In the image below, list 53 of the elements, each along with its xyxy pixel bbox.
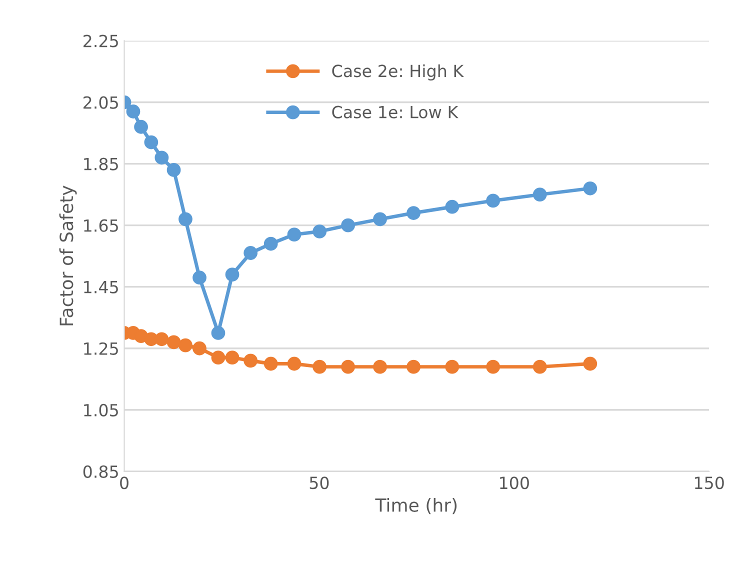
point [144, 135, 158, 150]
point [178, 212, 192, 226]
point [154, 332, 169, 346]
x-tick-label: 100 [500, 476, 529, 490]
point [192, 270, 206, 285]
y-tick-label: 2.05 [84, 96, 118, 109]
point [166, 335, 181, 350]
y-tick-label: 1.65 [84, 219, 118, 232]
point [532, 360, 547, 374]
point [134, 120, 148, 134]
y-tick-label: 1.85 [84, 158, 118, 170]
x-tick-label: 50 [310, 476, 329, 490]
point [312, 360, 327, 374]
point [341, 218, 355, 232]
point [264, 356, 278, 371]
y-axis-title: Factor of Safety [59, 186, 77, 326]
y-tick-label: 1.45 [84, 281, 118, 294]
point [244, 246, 258, 260]
point [406, 360, 420, 374]
point [264, 236, 278, 251]
point [192, 341, 206, 356]
x-axis-title: Time (hr) [375, 498, 457, 514]
legend-label: Case 2e: High K [332, 64, 464, 80]
point [341, 360, 355, 374]
point [211, 350, 226, 365]
y-tick-label: 1.05 [84, 404, 118, 416]
x-tick-label: 150 [694, 476, 724, 490]
point [225, 268, 240, 282]
point [154, 150, 169, 165]
x-tick-label: 0 [120, 476, 128, 490]
point [166, 163, 181, 177]
point [244, 354, 258, 368]
point [532, 188, 547, 202]
point [486, 194, 500, 208]
point [287, 228, 302, 242]
point [312, 224, 327, 238]
point [445, 360, 460, 374]
y-tick-label: 2.25 [84, 34, 118, 48]
point [445, 200, 460, 214]
y-tick-label: 1.25 [84, 342, 118, 355]
point [287, 356, 302, 371]
point [373, 360, 387, 374]
point [126, 104, 140, 118]
point [406, 206, 420, 220]
point [486, 360, 500, 374]
point [583, 181, 598, 196]
legend-label: Case 1e: Low K [332, 106, 459, 118]
point [373, 212, 387, 226]
point [583, 356, 598, 371]
point [225, 350, 240, 365]
point [178, 338, 192, 352]
y-tick-label: 0.85 [83, 465, 118, 478]
point [211, 326, 226, 340]
